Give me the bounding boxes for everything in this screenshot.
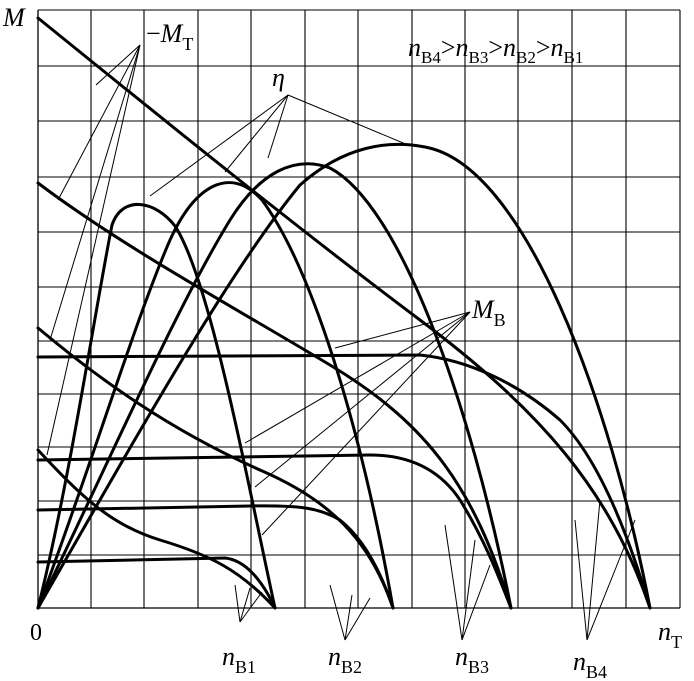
pump-torque-label: MB	[471, 295, 506, 330]
efficiency-curve-b1	[36, 203, 277, 610]
speed-ordering-legend: nB4>nB3>nB2>nB1	[408, 33, 583, 67]
speed-label-b2: nB2	[328, 642, 362, 677]
efficiency-curve-b3	[36, 162, 513, 610]
turbine-torque-label: −MT	[146, 19, 193, 54]
x-axis-label: nT	[658, 617, 682, 652]
efficiency-leaders	[149, 94, 409, 197]
pump-torque-curve-b4	[36, 353, 652, 610]
grid	[38, 9, 681, 608]
pump-torque-curve-b2	[36, 504, 395, 610]
pump-torque-curve-b3	[36, 453, 513, 610]
speed-label-b1: nB1	[222, 642, 256, 677]
speed-label-b4: nB4	[573, 647, 607, 681]
efficiency-curve-b2	[36, 181, 395, 610]
turbine-torque-curve-b4	[36, 16, 652, 610]
speed-leaders	[234, 499, 636, 641]
pump-torque-curve-b1	[36, 556, 277, 610]
efficiency-label: η	[272, 63, 285, 92]
turbine-torque-curve-b3	[36, 181, 513, 610]
efficiency-curve-b4	[36, 142, 652, 610]
turbine-torque-leaders	[46, 44, 141, 456]
pump-torque-leaders	[244, 311, 471, 536]
speed-label-b3: nB3	[455, 642, 489, 677]
efficiency-curves	[36, 142, 652, 610]
turbine-torque-curves	[36, 16, 652, 610]
pump-torque-curves	[36, 353, 652, 610]
origin-label: 0	[30, 620, 42, 646]
turbine-torque-curve-b1	[36, 448, 277, 610]
y-axis-label: M	[2, 3, 26, 32]
